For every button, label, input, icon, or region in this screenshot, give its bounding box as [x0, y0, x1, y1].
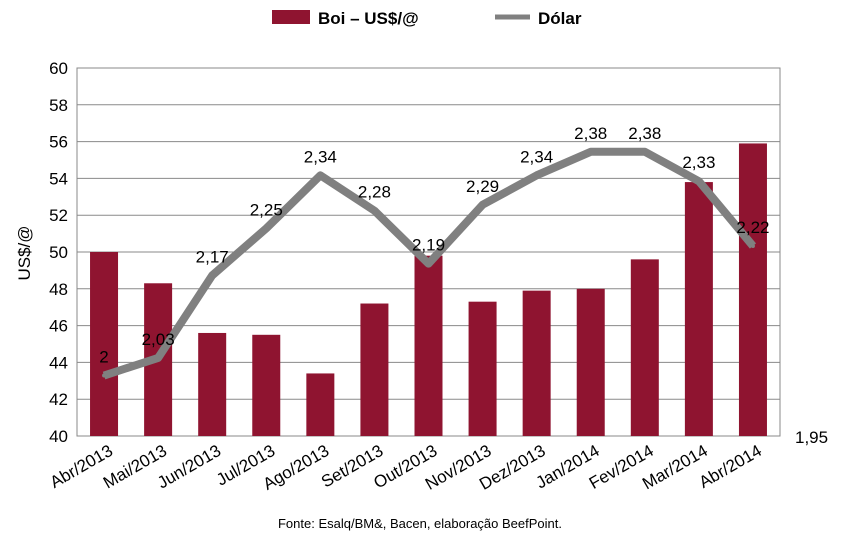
data-label: 2,03: [142, 330, 175, 349]
bar: [630, 259, 659, 436]
bar: [738, 143, 767, 436]
y-tick-label: 50: [49, 243, 68, 262]
data-label: 2,28: [358, 183, 391, 202]
line-point: [534, 173, 539, 178]
data-labels: 2 2,03 2,17 2,25 2,34 2,28 2,19 2,29 2,34 2,38 2,3…: [99, 124, 769, 367]
y-tick-label: 54: [49, 169, 68, 188]
y-tick-label: 58: [49, 96, 68, 115]
bar: [306, 373, 335, 436]
line-point: [264, 226, 269, 231]
y-tick-label: 56: [49, 133, 68, 152]
data-label: 2,38: [628, 124, 661, 143]
data-label: 2,22: [736, 218, 769, 237]
legend-line-label: Dólar: [538, 9, 582, 28]
data-label: 2,17: [196, 247, 229, 266]
bar: [576, 288, 605, 436]
y-tick-label: 40: [49, 427, 68, 446]
y-tick-label: 52: [49, 206, 68, 225]
bar: [90, 252, 119, 436]
data-label: 2,29: [466, 177, 499, 196]
line-point: [588, 149, 593, 154]
y-tick-label: 46: [49, 317, 68, 336]
data-label: 2: [99, 348, 108, 367]
bar: [198, 332, 227, 436]
line-point: [642, 149, 647, 154]
y-tick-label: 48: [49, 280, 68, 299]
y-tick-label: 44: [49, 353, 68, 372]
line-point: [372, 208, 377, 213]
y2-axis-tick: 1,95: [795, 428, 828, 447]
bar: [252, 334, 281, 436]
y-axis-label: US$/@: [15, 225, 34, 280]
legend-bar-swatch: [272, 10, 310, 24]
bar: [414, 255, 443, 436]
legend-bar-label: Boi – US$/@: [318, 9, 419, 28]
line-point: [696, 179, 701, 184]
data-label: 2,34: [520, 147, 553, 166]
data-label: 2,33: [682, 153, 715, 172]
line-point: [210, 273, 215, 278]
x-axis-ticks: Abr/2013Mai/2013Jun/2013Jul/2013Ago/2013…: [47, 441, 765, 494]
y-axis-ticks: 40 42 44 46 48 50 52 54 56 58 60: [49, 59, 68, 446]
y-tick-label: 60: [49, 59, 68, 78]
data-label: 2,34: [304, 147, 337, 166]
source-note: Fonte: Esalq/BM&, Bacen, elaboração Beef…: [278, 516, 562, 531]
line-point: [426, 261, 431, 266]
x-tick-label: Abr/2014: [696, 441, 765, 492]
bar: [522, 290, 551, 436]
bar-series: [90, 143, 767, 436]
line-point: [318, 173, 323, 178]
line-series: [102, 147, 757, 380]
bar: [360, 303, 389, 436]
data-label: 2,25: [250, 200, 283, 219]
line-point: [480, 202, 485, 207]
legend: Boi – US$/@ Dólar: [272, 9, 582, 28]
line-point: [156, 355, 161, 360]
line-point: [750, 244, 755, 248]
y-tick-label: 42: [49, 390, 68, 409]
bar: [468, 301, 497, 436]
data-label: 2,38: [574, 124, 607, 143]
bar: [684, 182, 713, 436]
data-label: 2,19: [412, 236, 445, 255]
line-point: [102, 373, 107, 378]
